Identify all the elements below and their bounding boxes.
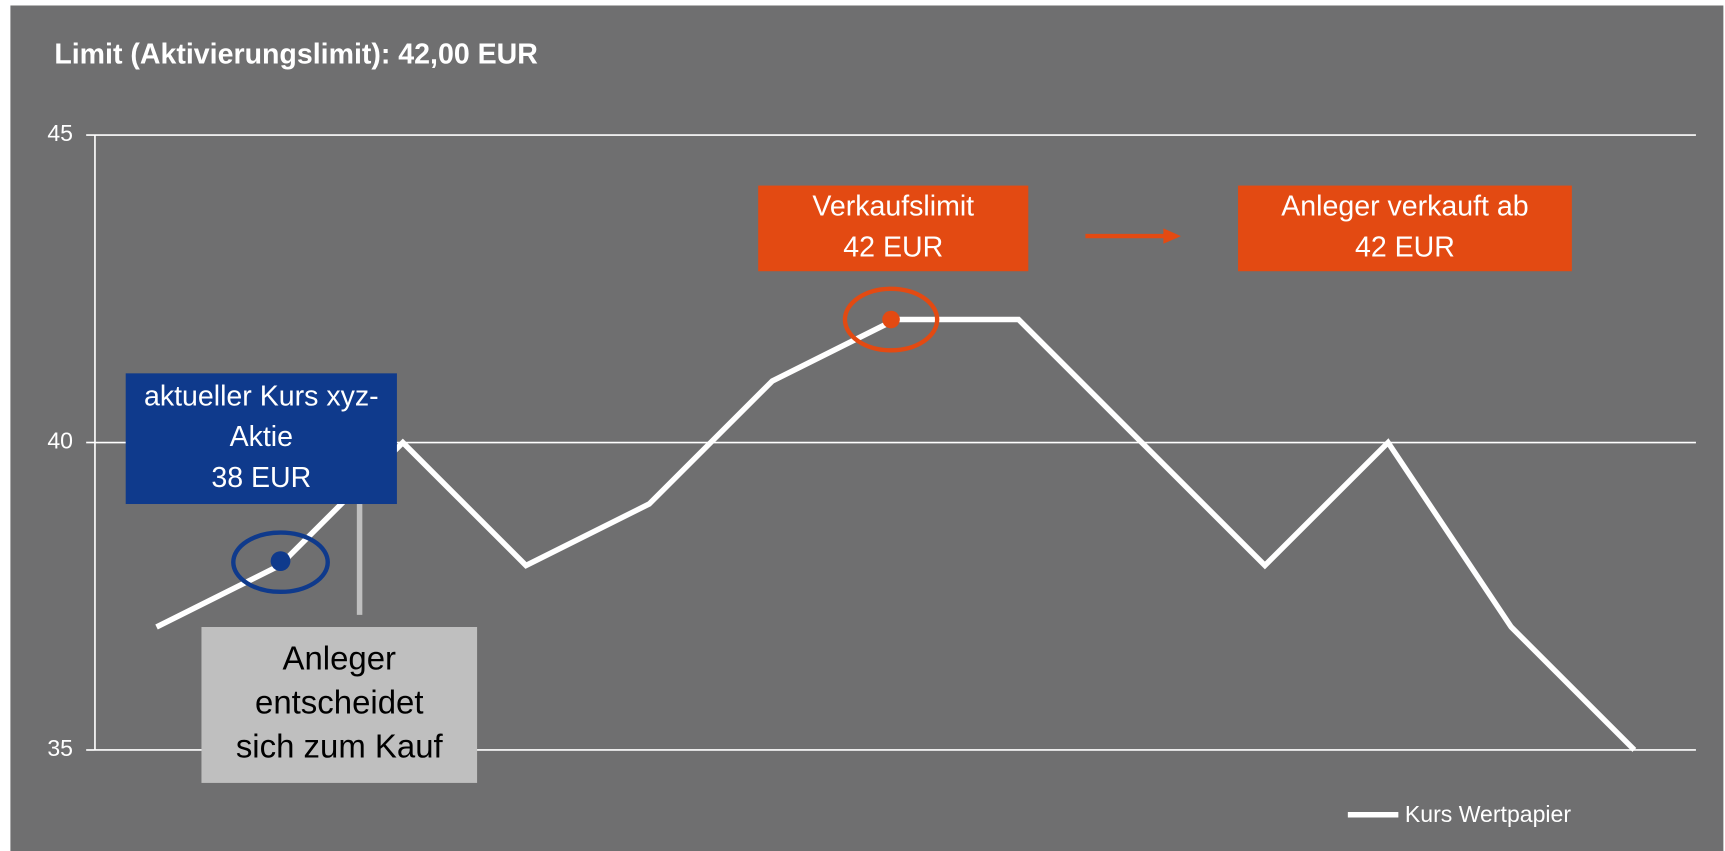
y-tick-label: 40 bbox=[47, 428, 73, 454]
annotation-text: 42 EUR bbox=[1355, 231, 1455, 263]
annotation-text: aktueller Kurs xyz- bbox=[144, 381, 379, 413]
highlight-circle bbox=[231, 530, 330, 595]
annotation-box bbox=[758, 185, 1029, 272]
legend-label: Kurs Wertpapier bbox=[1405, 801, 1571, 827]
annotation-text: sich zum Kauf bbox=[236, 728, 444, 765]
highlight-dot bbox=[270, 551, 291, 571]
annotation-box bbox=[125, 373, 397, 505]
annotation-text: 42 EUR bbox=[843, 231, 943, 263]
annotation-box bbox=[1238, 185, 1572, 272]
chart-title: Limit (Aktivierungslimit): 42,00 EUR bbox=[54, 39, 538, 71]
highlights bbox=[231, 228, 1181, 615]
annotation-text: entscheidet bbox=[255, 684, 423, 721]
y-tick-label: 35 bbox=[47, 735, 73, 761]
annotation-text: Aktie bbox=[230, 421, 293, 453]
annotation-text: 38 EUR bbox=[211, 462, 311, 494]
arrow-head bbox=[1163, 228, 1181, 244]
annotation-box bbox=[201, 626, 478, 783]
highlight-circle bbox=[842, 286, 940, 353]
annotations: aktueller Kurs xyz- Aktie 38 EUR Anleger ent… bbox=[125, 185, 1572, 783]
highlight-dot bbox=[882, 310, 900, 329]
annotation-text: Anleger bbox=[283, 640, 397, 677]
annotation-text: Verkaufslimit bbox=[812, 191, 974, 223]
annotation-text: Anleger verkauft ab bbox=[1281, 191, 1528, 223]
y-tick-label: 45 bbox=[47, 120, 73, 146]
